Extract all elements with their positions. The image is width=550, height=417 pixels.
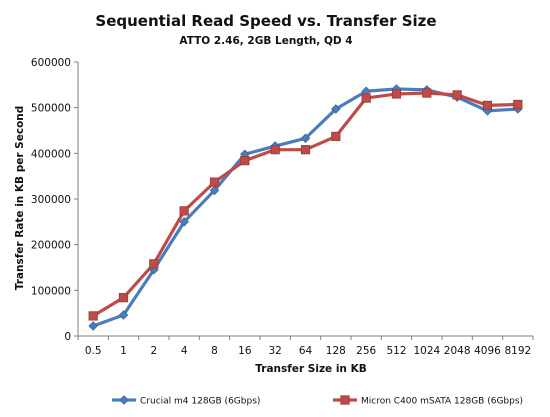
x-tick-label: 1 — [120, 345, 127, 357]
legend-swatch-marker — [340, 395, 350, 405]
series-line — [92, 87, 518, 328]
data-point — [209, 185, 220, 196]
series-1 — [88, 84, 523, 331]
data-point — [300, 145, 311, 155]
data-point — [88, 321, 98, 331]
legend-item-2: Micron C400 mSATA 128GB (6Gbps) — [333, 395, 523, 407]
x-tick-label: 2048 — [444, 345, 471, 357]
data-point — [149, 259, 159, 269]
x-tick-label: 8 — [211, 345, 218, 357]
x-tick-label: 32 — [268, 345, 281, 357]
series-layer — [88, 84, 523, 331]
y-tick-label: 600000 — [31, 57, 71, 69]
legend-label: Micron C400 mSATA 128GB (6Gbps) — [361, 397, 523, 407]
y-tick-label: 200000 — [31, 240, 71, 252]
data-point — [88, 311, 98, 321]
data-point — [361, 93, 371, 103]
x-tick-labels: 0.5 1 2 4 8 16 32 64 128 256 512 1024 2048 4096 8192 — [85, 345, 531, 357]
data-point — [331, 104, 341, 114]
legend-label: Crucial m4 128GB (6Gbps) — [140, 397, 260, 407]
x-tick-label: 0.5 — [85, 345, 102, 357]
data-point — [482, 100, 493, 110]
x-tick-label: 2 — [150, 345, 157, 357]
chart-title: Sequential Read Speed vs. Transfer Size — [95, 12, 436, 30]
x-tick-label: 8192 — [504, 345, 531, 357]
data-point — [179, 217, 189, 227]
legend: Crucial m4 128GB (6Gbps) Micron C400 mSAT… — [112, 395, 523, 407]
x-tick-label: 4 — [181, 345, 188, 357]
y-axis-label: Transfer Rate in KB per Second — [14, 106, 26, 291]
x-tick-label: 1024 — [413, 345, 440, 357]
x-tick-label: 128 — [326, 345, 346, 357]
y-tick-label: 0 — [64, 331, 71, 343]
legend-item-1: Crucial m4 128GB (6Gbps) — [112, 395, 260, 407]
x-tick-label: 64 — [299, 345, 313, 357]
axes — [74, 61, 534, 340]
legend-swatch-marker — [119, 395, 129, 405]
data-point — [422, 88, 432, 98]
data-point — [270, 145, 280, 155]
data-point — [300, 133, 311, 144]
data-point — [118, 310, 129, 320]
data-point — [331, 131, 341, 142]
x-tick-label: 4096 — [474, 345, 501, 357]
series-2 — [88, 88, 523, 321]
x-tick-label: 512 — [386, 345, 406, 357]
data-point — [513, 99, 523, 110]
data-point — [452, 90, 462, 100]
y-tick-label: 300000 — [31, 194, 71, 206]
y-tick-label: 100000 — [31, 285, 71, 297]
data-point — [240, 156, 250, 166]
series-line — [92, 91, 518, 318]
y-tick-labels: 0 100000 200000 300000 400000 500000 600000 — [31, 57, 71, 343]
x-axis-label: Transfer Size in KB — [255, 363, 366, 375]
data-point — [118, 293, 129, 303]
chart-subtitle: ATTO 2.46, 2GB Length, QD 4 — [179, 35, 352, 47]
data-point — [179, 206, 189, 216]
x-tick-label: 256 — [356, 345, 376, 357]
y-tick-label: 400000 — [31, 148, 71, 160]
y-tick-label: 500000 — [31, 103, 71, 115]
x-tick-label: 16 — [238, 345, 252, 357]
data-point — [209, 177, 220, 187]
data-point — [391, 89, 402, 99]
